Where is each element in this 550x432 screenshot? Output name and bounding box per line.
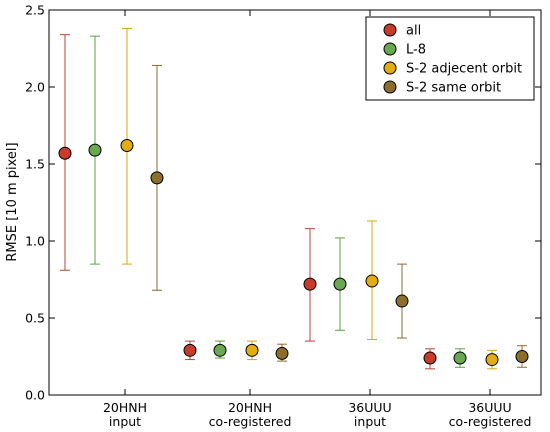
data-point [303,277,317,291]
x-tick-label-line2: co-registered [449,414,532,429]
data-point [515,350,529,363]
legend: all L-8 S-2 adjecent orbit S-2 same orbit [365,16,535,101]
legend-label: S-2 same orbit [406,81,501,96]
data-point [58,146,72,160]
data-point [485,353,499,367]
data-point [275,346,289,360]
legend-marker [383,42,397,56]
data-point [150,171,164,185]
y-tick-label: 1.0 [25,234,45,249]
legend-label: S-2 adjecent orbit [406,62,522,77]
x-tick-label-line2: input [109,414,141,429]
data-point [213,343,227,357]
x-tick-label-line1: 36UUU [468,400,511,415]
legend-marker [383,61,397,75]
y-axis-label: RMSE [10 m pixel] [5,142,20,261]
series-s-2-adjecent-orbit [120,27,499,370]
y-tick-label: 0.5 [25,311,45,326]
data-point [88,143,102,157]
x-tick-label-line1: 20HNH [103,400,147,415]
x-axis: 20HNHinput20HNHco-registered36UUUinput36… [103,10,531,429]
data-point [245,343,259,357]
y-tick-label: 2.0 [25,80,45,95]
data-point [365,274,379,288]
data-point [333,277,347,291]
y-tick-label: 2.5 [25,3,45,18]
y-tick-label: 0.0 [25,388,45,403]
data-point [453,351,467,365]
x-tick-label-line1: 20HNH [228,400,272,415]
legend-marker [383,80,397,94]
legend-label: all [406,24,421,39]
data-point [395,294,409,308]
series-s-2-same-orbit [150,64,529,368]
data-point [423,351,437,365]
y-axis: 0.0 0.5 1.0 1.5 2.0 2.5 [25,3,541,403]
legend-marker [383,23,397,37]
y-tick-label: 1.5 [25,157,45,172]
series-all [58,34,437,370]
x-tick-label-line1: 36UUU [348,400,391,415]
data-series [58,27,529,370]
series-l-8 [88,35,467,368]
legend-label: L-8 [406,43,426,58]
x-tick-label-line2: input [354,414,386,429]
data-point [183,343,197,357]
data-point [120,139,134,153]
x-tick-label-line2: co-registered [209,414,292,429]
